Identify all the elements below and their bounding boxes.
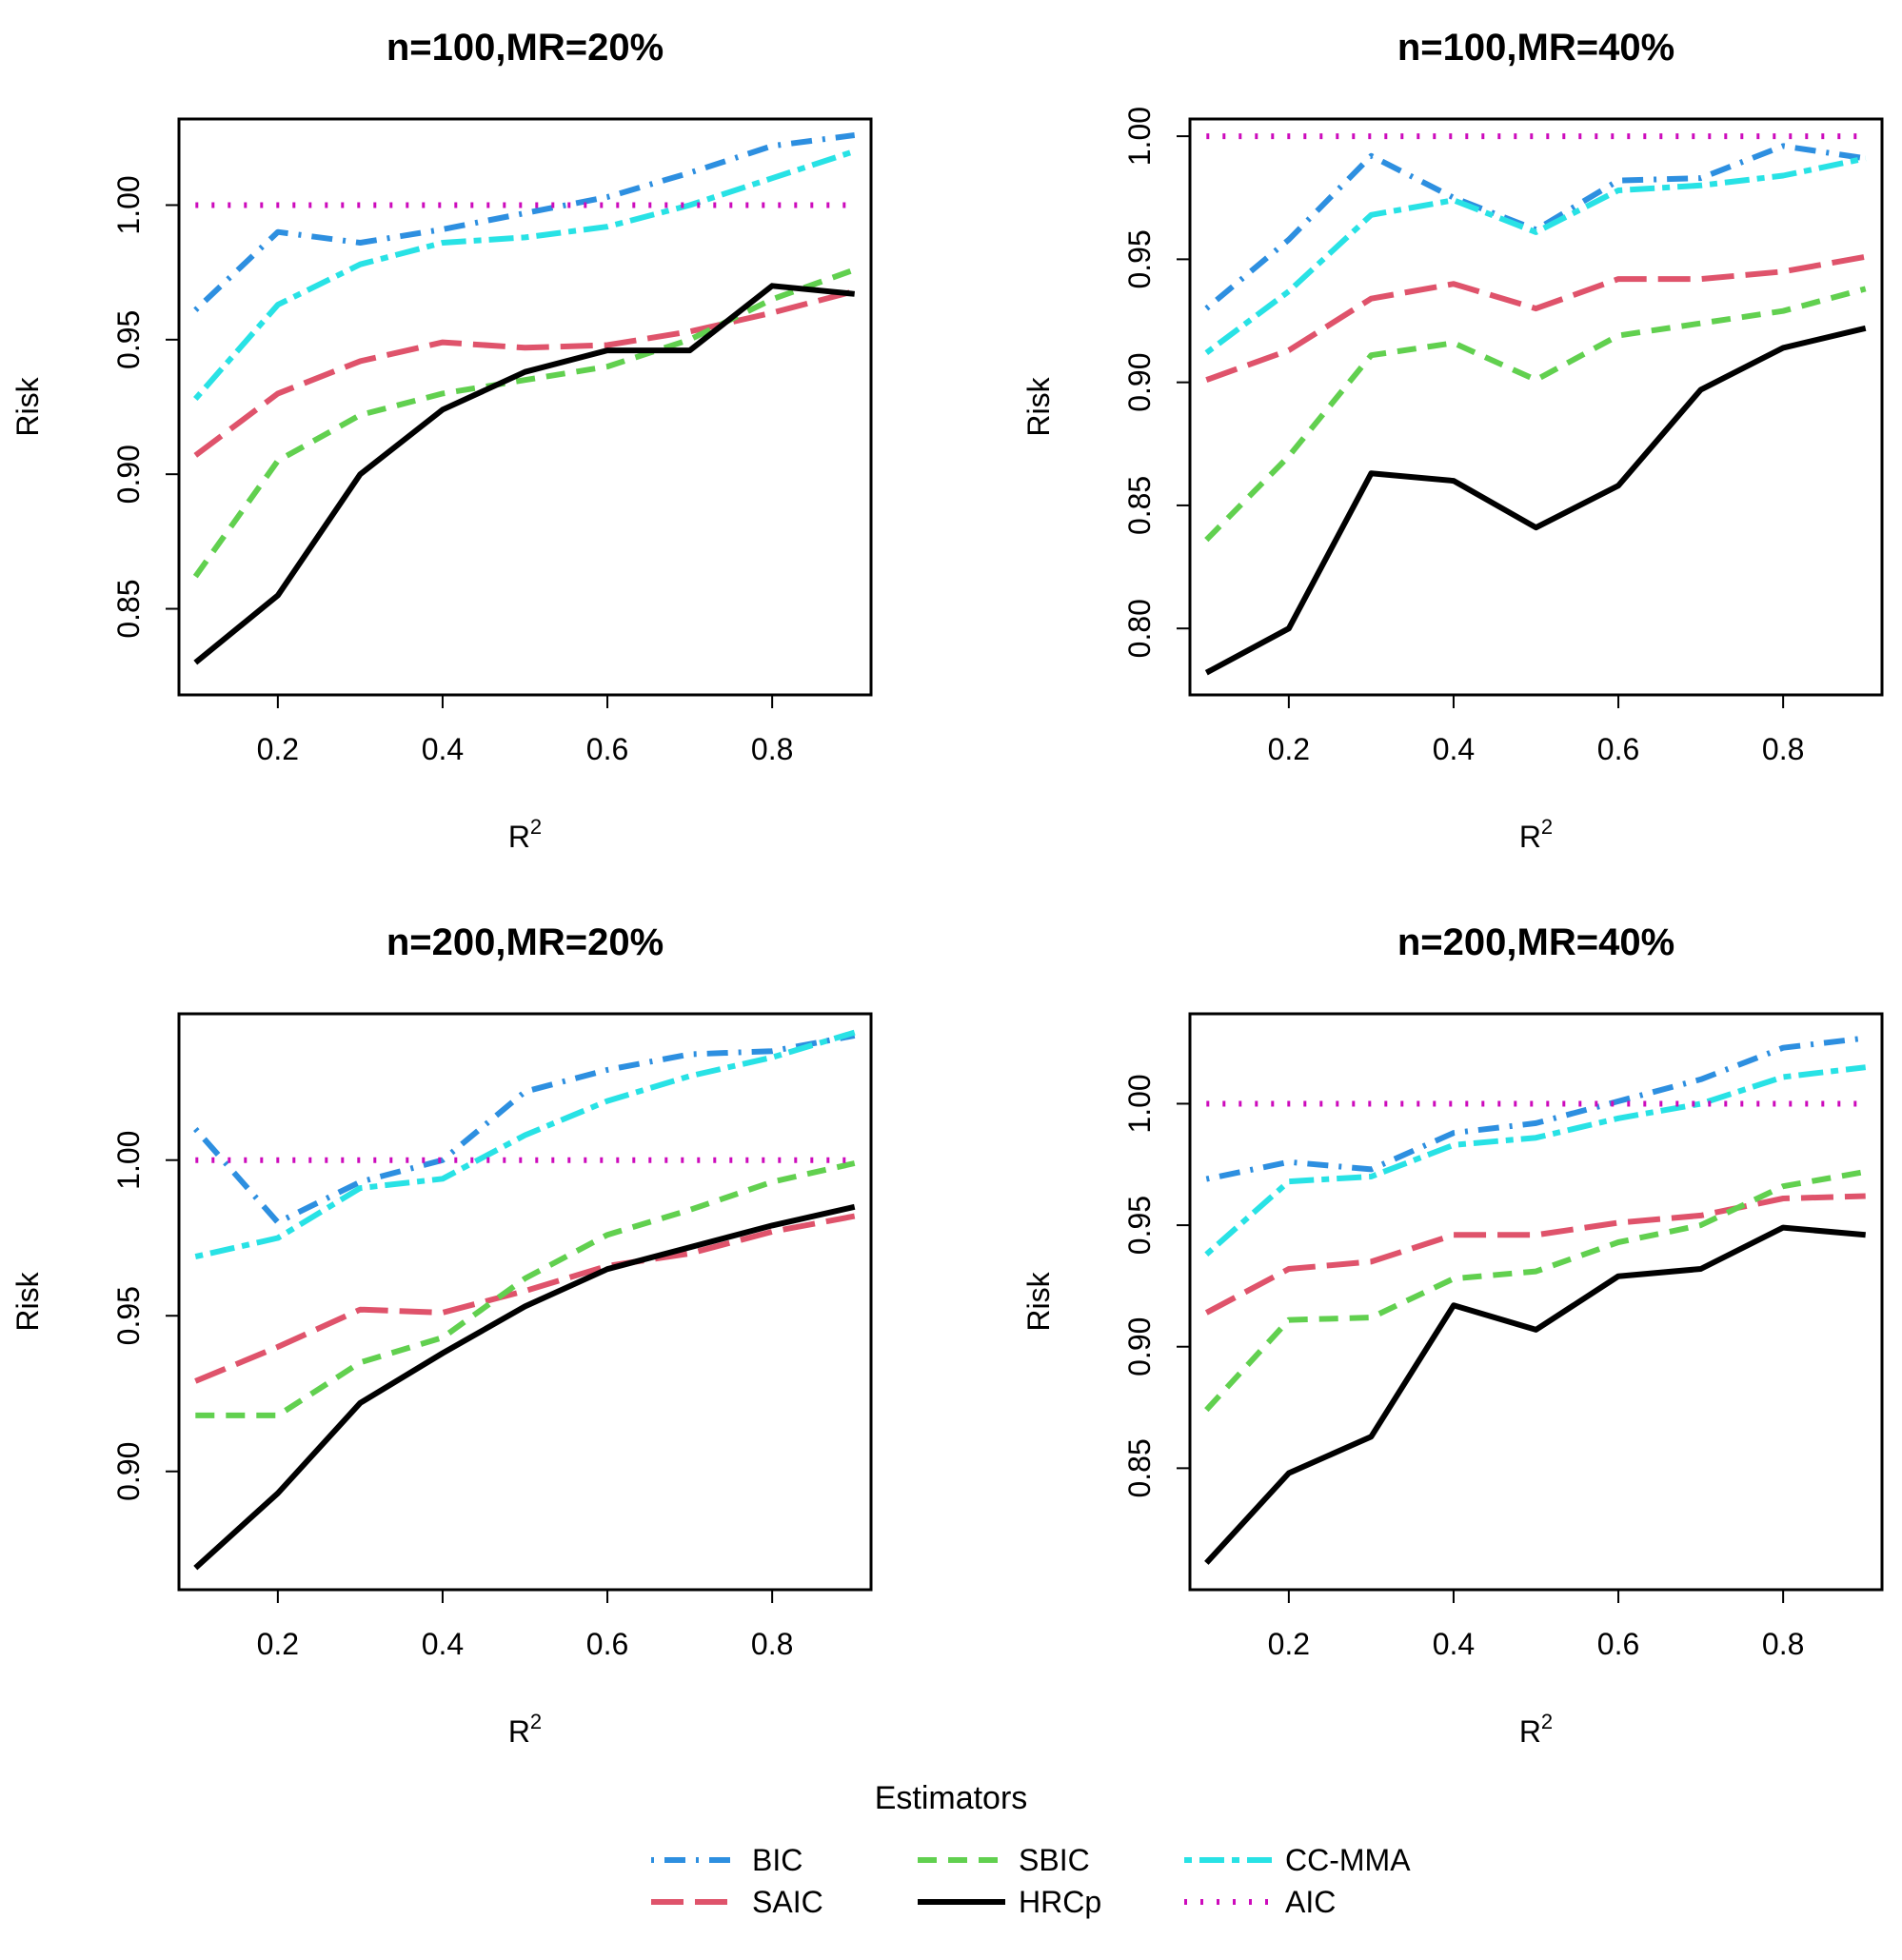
figure: n=100,MR=20% 0.2 0.4 0.6 0.8 0.85 0.90 0.95 1.00… [10, 27, 1884, 1749]
x-axis-label: R2 [1519, 1710, 1553, 1749]
series-line-cc-mma [1204, 1064, 1867, 1257]
legend-swatch-hrcp [918, 1899, 1005, 1905]
legend-item-bic: BIC [647, 1839, 933, 1881]
x-tick-label: 0.8 [751, 1627, 793, 1661]
y-tick-label: 0.85 [1122, 476, 1157, 535]
chart-panel-1: n=100,MR=20% 0.2 0.4 0.6 0.8 0.85 0.90 0.95 1.00… [10, 27, 873, 854]
series-line-saic [1204, 1193, 1866, 1316]
y-tick-label: 0.90 [1122, 353, 1157, 412]
series-line-hrcp [1204, 1224, 1866, 1565]
legend-label-saic: SAIC [752, 1885, 823, 1919]
series-line-hrcp [193, 283, 855, 665]
y-tick-label: 0.90 [111, 1442, 146, 1501]
series-line-bic [1205, 1035, 1867, 1182]
chart-title: n=100,MR=20% [386, 27, 664, 69]
chart-title: n=200,MR=20% [386, 921, 664, 963]
series-line-sbic [1204, 1168, 1867, 1413]
legend-grid: BIC SAIC SBIC HRCp CC-MMA AIC [647, 1839, 1504, 1934]
plot-frame [177, 117, 873, 697]
x-tick-label: 0.2 [1268, 732, 1310, 766]
plot-frame [177, 1012, 873, 1592]
series-line-saic [193, 287, 856, 458]
legend-swatch-bic [651, 1857, 739, 1863]
x-tick-label: 0.6 [1597, 732, 1639, 766]
y-tick-label: 0.95 [1122, 229, 1157, 288]
series-line-bic [1204, 143, 1867, 311]
x-axis-label: R2 [508, 815, 542, 854]
chart-panel-3: n=200,MR=20% 0.2 0.4 0.6 0.8 0.90 0.95 1.00 R2 Ri… [10, 921, 873, 1749]
plot-frame [1188, 1012, 1884, 1592]
y-axis-label: Risk [10, 376, 45, 436]
legend-swatch-aic [1184, 1899, 1272, 1905]
x-tick-label: 0.8 [1762, 1627, 1804, 1661]
legend-label-bic: BIC [752, 1843, 803, 1877]
series-line-bic [193, 1032, 856, 1226]
series-line-saic [194, 1213, 856, 1384]
plot-frame [1188, 117, 1884, 697]
x-axis-label: R2 [508, 1710, 542, 1749]
y-tick-label: 1.00 [1122, 1074, 1157, 1133]
x-tick-label: 0.6 [1597, 1627, 1639, 1661]
x-tick-label: 0.8 [751, 732, 793, 766]
series-line-cc-mma [1204, 155, 1867, 356]
x-tick-label: 0.2 [257, 1627, 299, 1661]
legend-swatch-saic [651, 1899, 739, 1905]
y-axis-label: Risk [1021, 1271, 1056, 1331]
x-tick-label: 0.2 [1268, 1627, 1310, 1661]
y-tick-label: 0.85 [111, 579, 146, 638]
x-tick-label: 0.4 [422, 732, 464, 766]
y-tick-label: 0.85 [1122, 1438, 1157, 1497]
y-axis-label: Risk [1021, 376, 1056, 436]
series-line-sbic [1204, 286, 1867, 543]
x-tick-label: 0.6 [586, 732, 628, 766]
legend-swatch-sbic [918, 1857, 1005, 1863]
series-line-sbic [192, 267, 856, 579]
series-line-hrcp [1204, 325, 1867, 676]
series-line-bic [193, 132, 856, 312]
legend-label-aic: AIC [1285, 1885, 1337, 1919]
chart-title: n=100,MR=40% [1397, 27, 1674, 69]
x-tick-label: 0.6 [586, 1627, 628, 1661]
y-tick-label: 0.90 [1122, 1317, 1157, 1376]
x-tick-label: 0.4 [422, 1627, 464, 1661]
legend: Estimators BIC SAIC SBIC HRCp CC-MMA AIC [0, 1780, 1902, 1951]
y-tick-label: 0.80 [1122, 599, 1157, 658]
legend-label-hrcp: HRCp [1019, 1885, 1102, 1919]
series-line-cc-mma [193, 148, 856, 401]
x-tick-label: 0.8 [1762, 732, 1804, 766]
legend-swatch-cc-mma [1184, 1857, 1272, 1863]
y-tick-label: 0.95 [111, 1286, 146, 1345]
y-tick-label: 1.00 [1122, 107, 1157, 166]
legend-item-saic: SAIC [647, 1881, 933, 1923]
y-axis-label: Risk [10, 1271, 45, 1331]
y-tick-label: 0.90 [111, 445, 146, 504]
series-line-saic [1205, 253, 1867, 383]
series-line-sbic [195, 1160, 856, 1418]
y-tick-label: 1.00 [111, 175, 146, 234]
legend-title: Estimators [874, 1780, 1028, 1816]
legend-item-sbic: SBIC [914, 1839, 1199, 1881]
legend-item-cc-mma: CC-MMA [1180, 1839, 1466, 1881]
y-tick-label: 1.00 [111, 1131, 146, 1190]
legend-label-sbic: SBIC [1019, 1843, 1090, 1877]
series-line-hrcp [193, 1203, 856, 1571]
legend-label-cc-mma: CC-MMA [1285, 1843, 1411, 1877]
y-tick-label: 0.95 [111, 310, 146, 369]
x-tick-label: 0.2 [257, 732, 299, 766]
legend-item-aic: AIC [1180, 1881, 1466, 1923]
x-tick-label: 0.4 [1433, 732, 1475, 766]
chart-title: n=200,MR=40% [1397, 921, 1674, 963]
chart-panel-2: n=100,MR=40% 0.2 0.4 0.6 0.8 0.80 0.85 0.90 0.95… [1021, 27, 1884, 854]
chart-panel-4: n=200,MR=40% 0.2 0.4 0.6 0.8 0.85 0.90 0.95 1.00… [1021, 921, 1884, 1749]
y-tick-label: 0.95 [1122, 1196, 1157, 1255]
x-axis-label: R2 [1519, 815, 1553, 854]
legend-item-hrcp: HRCp [914, 1881, 1199, 1923]
x-tick-label: 0.4 [1433, 1627, 1475, 1661]
series-line-cc-mma [194, 1029, 856, 1260]
